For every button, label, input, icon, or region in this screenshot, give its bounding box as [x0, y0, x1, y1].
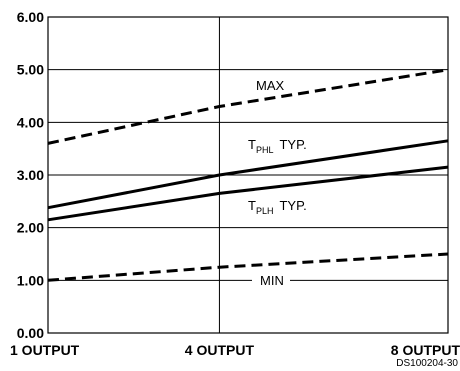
label-tphl-sub: PHL: [256, 145, 274, 155]
label-min-bg: [252, 272, 290, 288]
label-min: MIN: [260, 273, 284, 288]
series-line-3: [47, 252, 449, 282]
label-tphl: TPHL TYP.: [248, 137, 307, 155]
label-tplh: TPLH TYP.: [248, 198, 307, 216]
series-line-0: [47, 68, 449, 145]
y-tick-label-2: 2.00: [17, 220, 44, 236]
label-tphl-suffix: TYP.: [279, 137, 306, 152]
y-tick-label-5: 5.00: [17, 62, 44, 78]
y-tick-label-3: 3.00: [17, 167, 44, 183]
axis-layer: 0.00 1.00 2.00 3.00 4.00 5.00 6.00 1 OUTPUT 4 OU…: [10, 9, 460, 358]
series-layer: [47, 68, 449, 282]
label-max: MAX: [256, 78, 285, 93]
series-line-2: [47, 165, 449, 222]
series-line-1: [47, 139, 449, 210]
label-tplh-sub: PLH: [256, 206, 274, 216]
label-tplh-suffix: TYP.: [279, 198, 306, 213]
y-tick-label-4: 4.00: [17, 114, 44, 130]
label-tplh-main: T: [248, 198, 256, 213]
y-tick-label-6: 6.00: [17, 9, 44, 25]
source-label: DS100204-30: [396, 358, 458, 369]
label-tphl-main: T: [248, 137, 256, 152]
y-tick-label-1: 1.00: [17, 272, 44, 288]
y-tick-label-0: 0.00: [17, 325, 44, 341]
x-tick-label-0: 1 OUTPUT: [10, 342, 80, 358]
x-tick-label-1: 4 OUTPUT: [185, 342, 255, 358]
x-tick-label-2: 8 OUTPUT: [391, 342, 460, 358]
